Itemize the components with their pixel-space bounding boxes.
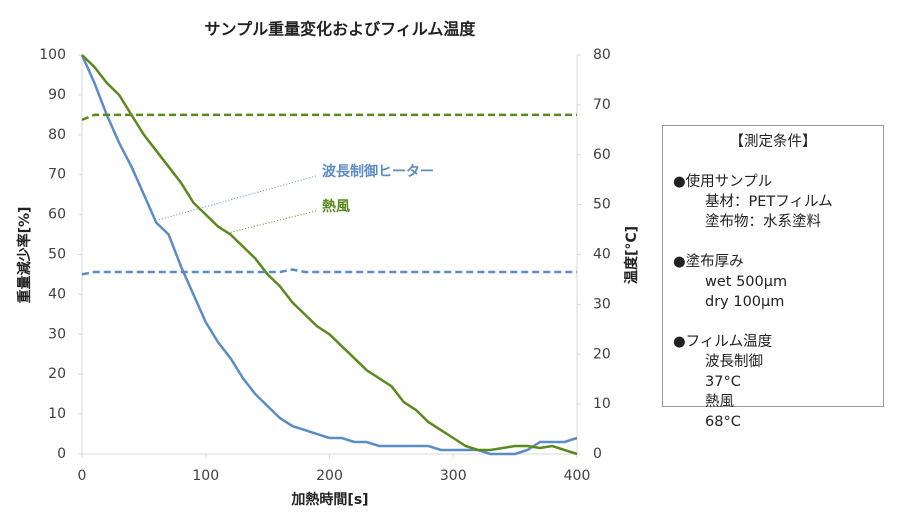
x-tick-label: 100 [192,468,219,484]
section-heading: ●フィルム温度 [673,334,773,350]
y2-axis-label: 温度[°C] [623,226,640,284]
y2-tick-label: 20 [593,346,611,362]
annotation: 熱風 [322,198,350,215]
series-line [80,54,578,456]
y-tick-label: 10 [48,406,66,422]
y-tick-label: 60 [48,207,66,223]
y2-tick-label: 50 [593,197,611,213]
section-heading: ●使用サンプル [673,174,773,190]
y-tick-label: 100 [39,47,66,63]
section-item: 塗布物：水系塗料 [705,214,821,230]
y2-tick-label: 80 [593,47,611,63]
y-tick-label: 20 [48,366,66,382]
section-item: 熱風 68°C [673,392,873,432]
y2-tick-label: 0 [593,446,602,462]
item-label: 波長制御 [705,354,763,370]
annotation-leader [227,210,317,234]
section-heading: ●塗布厚み [673,254,744,270]
section-item: 基材：PETフィルム [705,194,833,210]
y-tick-label: 50 [48,247,66,263]
y-tick-label: 0 [57,446,66,462]
section-item: wet 500μm [705,274,788,290]
x-tick-label: 200 [316,468,343,484]
y-tick-label: 80 [48,127,66,143]
item-label: 熱風 [705,394,734,410]
chart: サンプル重量変化およびフィルム温度 加熱時間[s] 重量減少率[%] 温度[°C… [16,20,640,509]
y2-tick-label: 10 [593,396,611,412]
y-tick-label: 90 [48,87,66,103]
x-tick-label: 400 [564,468,591,484]
box-section: ●フィルム温度波長制御 37°C 熱風 68°C [673,332,873,432]
y-tick-label: 70 [48,167,66,183]
series-line [81,113,577,121]
series-line [81,54,578,456]
section-item: 波長制御 37°C [673,352,873,392]
x-axis-label: 加熱時間[s] [290,491,368,508]
x-tick-label: 300 [440,468,467,484]
y2-tick-label: 30 [593,296,611,312]
series-line [81,268,577,276]
annotation-leader [157,175,317,221]
chart-title: サンプル重量変化およびフィルム温度 [205,20,477,39]
y-tick-label: 40 [48,286,66,302]
y-tick-label: 30 [48,326,66,342]
x-tick-label: 0 [78,468,87,484]
box-section: ●塗布厚み wet 500μm dry 100μm [673,252,873,312]
section-item: dry 100μm [705,294,785,310]
y2-tick-label: 70 [593,97,611,113]
conditions-box: 【測定条件】 ●使用サンプル基材：PETフィルム 塗布物：水系塗料 ●塗布厚み wet … [662,125,884,430]
item-value: 68°C [705,414,741,430]
y2-tick-label: 40 [593,247,611,263]
box-title: 【測定条件】 [729,134,817,150]
item-value: 37°C [705,374,741,390]
box-section: ●使用サンプル基材：PETフィルム 塗布物：水系塗料 [673,172,873,232]
annotation: 波長制御ヒーター [322,163,434,180]
y2-tick-label: 60 [593,147,611,163]
y-axis-label: 重量減少率[%] [16,207,33,304]
